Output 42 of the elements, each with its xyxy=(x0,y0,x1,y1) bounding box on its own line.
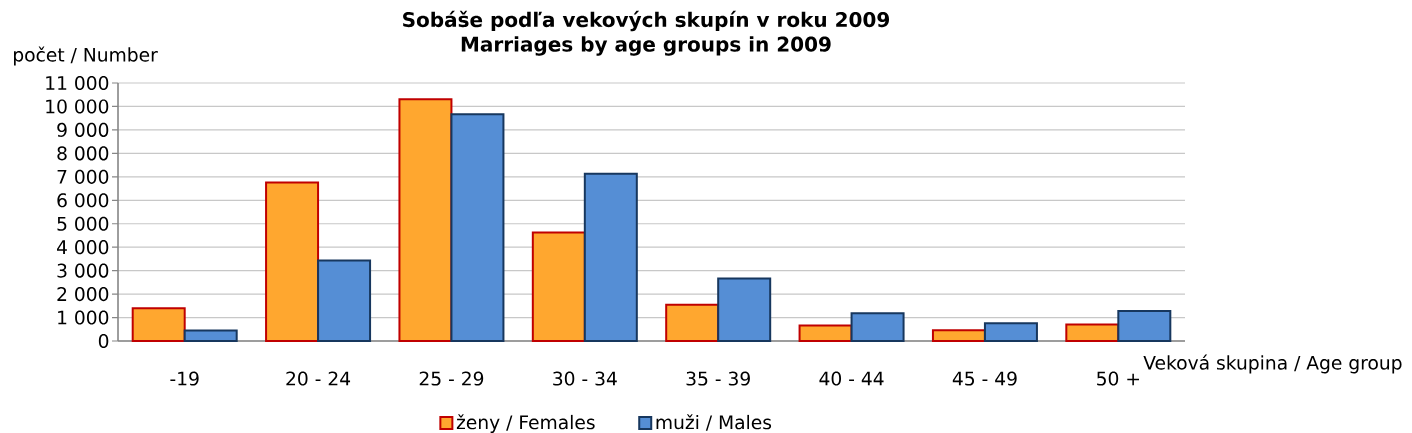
bar xyxy=(531,231,586,342)
y-tick-label: 8 000 xyxy=(57,146,109,161)
x-tick-label: 20 - 24 xyxy=(286,371,351,386)
y-tick-label: 6 000 xyxy=(57,193,109,208)
y-tick-label: 7 000 xyxy=(57,169,109,184)
bar xyxy=(665,303,720,342)
x-tick-label: 50 + xyxy=(1097,371,1139,386)
bar xyxy=(131,307,186,342)
y-tick-label: 10 000 xyxy=(46,99,109,114)
y-tick-label: 5 000 xyxy=(57,216,109,231)
chart-title: Sobáše podľa vekových skupín v roku 2009 xyxy=(403,10,889,32)
y-tick-label: 0 xyxy=(98,333,109,349)
x-tick-label: 45 - 49 xyxy=(952,371,1017,386)
y-tick-label: 4 000 xyxy=(57,240,109,255)
legend-label: muži / Males xyxy=(656,414,772,431)
bar xyxy=(183,329,238,342)
bar xyxy=(450,113,505,342)
y-tick-label: 1 000 xyxy=(58,310,109,325)
bar xyxy=(983,322,1038,342)
bar xyxy=(931,329,986,342)
bar xyxy=(1117,309,1172,342)
y-tick-label: 11 000 xyxy=(46,75,109,91)
y-tick-label: 9 000 xyxy=(57,122,109,137)
x-tick-label: 25 - 29 xyxy=(419,371,484,386)
bar xyxy=(717,277,772,342)
y-tick-label: 2 000 xyxy=(57,287,109,302)
x-tick-label: -19 xyxy=(170,371,199,386)
bar xyxy=(850,312,905,342)
y-axis-title: počet / Number xyxy=(14,46,158,66)
bar xyxy=(798,324,853,342)
bar xyxy=(1065,323,1120,342)
y-tick-label: 3 000 xyxy=(57,263,109,278)
x-axis-title: Veková skupina / Age group xyxy=(1143,354,1402,374)
chart-subtitle: Marriages by age groups in 2009 xyxy=(461,36,831,56)
bar xyxy=(583,172,638,342)
legend-label: ženy / Females xyxy=(456,414,595,433)
x-tick-label: 30 - 34 xyxy=(553,371,617,386)
bar xyxy=(317,259,372,342)
bar xyxy=(398,98,453,342)
bar xyxy=(265,181,320,342)
x-tick-label: 40 - 44 xyxy=(819,371,884,386)
x-tick-label: 35 - 39 xyxy=(686,371,750,386)
